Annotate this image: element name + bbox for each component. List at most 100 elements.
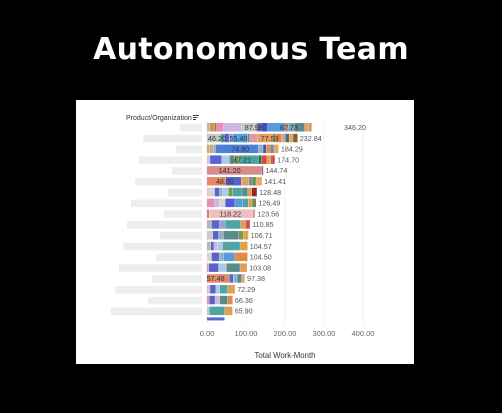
sort-descending-icon[interactable] [192, 114, 200, 122]
bar-segment[interactable] [228, 187, 233, 197]
bar-segment[interactable] [249, 133, 258, 143]
bar-segment[interactable] [241, 274, 245, 283]
bar-segment[interactable] [248, 198, 252, 208]
bar-segment[interactable] [251, 187, 257, 197]
dimension-header[interactable]: Product/Organization [126, 115, 192, 122]
bar-segment[interactable] [245, 220, 250, 229]
bar-segment[interactable] [219, 252, 224, 262]
bar-segment[interactable] [207, 285, 210, 294]
bar-segment[interactable] [210, 123, 215, 132]
bar-segment[interactable] [229, 133, 233, 143]
bar-segment[interactable] [207, 209, 210, 218]
bar-segment[interactable] [257, 133, 273, 143]
bar-segment[interactable] [256, 177, 262, 186]
bar-segment[interactable] [252, 177, 256, 186]
bar-segment[interactable] [219, 187, 223, 197]
bar-segment[interactable] [207, 263, 209, 272]
bar-segment[interactable] [261, 155, 267, 164]
bar-segment[interactable] [226, 263, 240, 272]
bar-segment[interactable] [247, 187, 252, 197]
bar-segment[interactable] [207, 123, 210, 132]
bar-segment[interactable] [229, 274, 234, 283]
bar-segment[interactable] [304, 123, 309, 132]
bar-segment[interactable] [281, 133, 286, 143]
bar-segment[interactable] [223, 123, 242, 132]
bar-segment[interactable] [207, 166, 262, 175]
bar-segment[interactable] [214, 144, 216, 154]
bar-segment[interactable] [233, 274, 237, 283]
bar-segment[interactable] [267, 155, 271, 164]
bar-segment[interactable] [252, 198, 257, 208]
bar-segment[interactable] [218, 231, 224, 240]
bar-segment[interactable] [285, 123, 289, 132]
bar-segment[interactable] [207, 317, 225, 321]
bar-segment[interactable] [240, 263, 247, 272]
bar-segment[interactable] [258, 155, 262, 164]
bar-segment[interactable] [308, 123, 312, 132]
bar-segment[interactable] [293, 133, 298, 143]
bar-segment[interactable] [215, 285, 220, 294]
bar-segment[interactable] [234, 155, 239, 164]
bar-segment[interactable] [224, 306, 233, 316]
bar-segment[interactable] [207, 198, 215, 208]
bar-segment[interactable] [267, 123, 286, 132]
bar-segment[interactable] [274, 144, 279, 154]
bar-segment[interactable] [220, 133, 225, 143]
bar-segment[interactable] [261, 123, 268, 132]
bar-segment[interactable] [219, 220, 226, 229]
bar-segment[interactable] [207, 231, 213, 240]
bar-segment[interactable] [209, 306, 225, 316]
bar-segment[interactable] [207, 133, 221, 143]
bar-segment[interactable] [207, 252, 212, 262]
bar-segment[interactable] [242, 198, 249, 208]
bar-segment[interactable] [218, 263, 227, 272]
bar-segment[interactable] [212, 231, 219, 240]
bar-segment[interactable] [207, 306, 210, 316]
bar-segment[interactable] [225, 177, 242, 186]
bar-segment[interactable] [257, 123, 262, 132]
bar-segment[interactable] [207, 241, 211, 251]
bar-segment[interactable] [249, 177, 252, 186]
bar-segment[interactable] [214, 187, 220, 197]
bar-segment[interactable] [240, 241, 248, 251]
bar-segment[interactable] [253, 209, 255, 218]
bar-segment[interactable] [207, 274, 230, 283]
bar-segment[interactable] [207, 155, 210, 164]
bar-segment[interactable] [225, 198, 235, 208]
bar-segment[interactable] [227, 285, 235, 294]
bar-segment[interactable] [211, 220, 220, 229]
bar-segment[interactable] [216, 123, 224, 132]
bar-segment[interactable] [289, 133, 293, 143]
bar-segment[interactable] [237, 274, 242, 283]
bar-segment[interactable] [217, 241, 223, 251]
bar-segment[interactable] [207, 144, 210, 154]
bar-segment[interactable] [262, 166, 264, 175]
bar-segment[interactable] [238, 155, 259, 164]
bar-segment[interactable] [235, 252, 248, 262]
bar-segment[interactable] [209, 209, 253, 218]
bar-segment[interactable] [209, 295, 215, 305]
bar-segment[interactable] [266, 144, 270, 154]
bar-segment[interactable] [273, 133, 276, 143]
bar-segment[interactable] [258, 144, 263, 154]
bar-segment[interactable] [219, 295, 228, 305]
bar-segment[interactable] [214, 123, 217, 132]
bar-segment[interactable] [209, 144, 214, 154]
bar-segment[interactable] [263, 144, 266, 154]
bar-segment[interactable] [215, 144, 259, 154]
bar-segment[interactable] [221, 155, 230, 164]
bar-segment[interactable] [285, 133, 289, 143]
bar-segment[interactable] [208, 263, 219, 272]
bar-segment[interactable] [222, 187, 229, 197]
bar-segment[interactable] [207, 187, 215, 197]
bar-segment[interactable] [207, 177, 226, 186]
bar-segment[interactable] [229, 155, 234, 164]
bar-segment[interactable] [211, 252, 220, 262]
bar-segment[interactable] [223, 252, 235, 262]
bar-segment[interactable] [240, 220, 246, 229]
bar-segment[interactable] [214, 198, 220, 208]
bar-segment[interactable] [270, 155, 275, 164]
bar-segment[interactable] [225, 220, 241, 229]
bar-segment[interactable] [207, 220, 212, 229]
bar-segment[interactable] [214, 241, 218, 251]
